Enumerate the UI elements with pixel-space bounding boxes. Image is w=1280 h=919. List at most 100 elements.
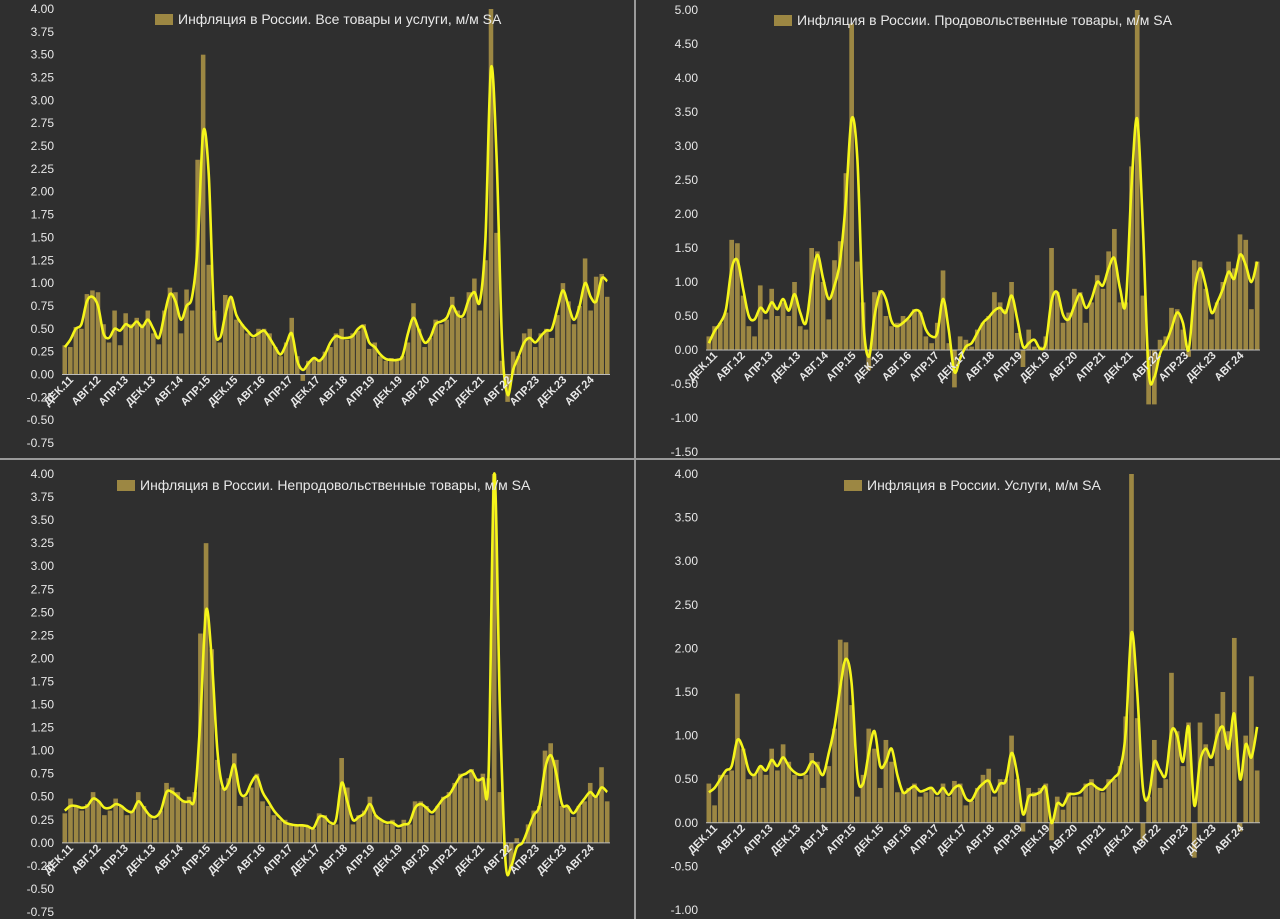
bar <box>427 337 433 375</box>
bar <box>775 316 780 350</box>
y-tick-label: 3.00 <box>31 93 55 107</box>
chart-svg-services: 4.00 3.50 3.00 2.50 2.00 1.50 1.00 0.50 0.00 -0.5… <box>671 467 1260 917</box>
bar <box>477 310 483 375</box>
bar <box>106 342 112 375</box>
bar <box>152 819 158 843</box>
y-tick-label: -0.75 <box>27 436 55 450</box>
bar <box>1094 787 1100 823</box>
bar <box>231 753 237 843</box>
bar <box>997 302 1003 350</box>
bar <box>438 324 444 375</box>
bar <box>815 251 820 350</box>
bar <box>974 787 980 823</box>
y-tick-label: 0.00 <box>31 367 55 381</box>
bar <box>1243 239 1249 350</box>
bar <box>934 796 940 823</box>
bar <box>969 346 974 350</box>
bar <box>587 782 593 843</box>
bar <box>84 294 90 375</box>
y-tick-label: 2.25 <box>31 162 55 176</box>
y-tick-label: 0.25 <box>31 813 55 827</box>
bar <box>378 356 383 375</box>
bar <box>1209 319 1214 350</box>
bar <box>940 270 946 350</box>
bar <box>820 282 826 350</box>
bar <box>305 826 311 843</box>
bar <box>549 337 555 375</box>
bar <box>872 748 877 823</box>
bar <box>139 324 145 375</box>
bar <box>1174 309 1180 350</box>
bar <box>167 287 173 375</box>
bar <box>206 264 211 375</box>
bar <box>510 351 516 375</box>
y-tick-label: 4.50 <box>675 37 699 51</box>
bar <box>151 333 156 375</box>
y-tick-label: 2.00 <box>31 185 55 199</box>
y-tick-label: 3.75 <box>31 490 55 504</box>
bar <box>929 787 934 823</box>
bar <box>68 347 73 375</box>
y-tick-label: 1.50 <box>31 698 55 712</box>
x-tick-label: АВГ.24 <box>563 373 598 408</box>
y-tick-label: 0.00 <box>675 816 699 830</box>
bar <box>1123 716 1129 823</box>
bar <box>769 748 775 823</box>
y-tick-label: 2.50 <box>31 139 55 153</box>
bar <box>1243 735 1249 823</box>
bar <box>299 824 305 843</box>
bar <box>422 347 427 375</box>
bar <box>226 778 231 843</box>
bar <box>96 801 102 843</box>
chart-2: 4.00 3.75 3.50 3.25 3.00 2.75 2.50 2.25 2.00 1.75… <box>27 467 610 919</box>
bar <box>555 315 560 375</box>
trend-line <box>707 115 1259 386</box>
bar <box>906 319 912 350</box>
bar <box>849 705 854 823</box>
bar <box>1129 474 1134 823</box>
bar <box>974 329 980 350</box>
bar <box>175 792 181 843</box>
bar <box>729 239 735 350</box>
bar <box>1203 288 1209 350</box>
y-tick-label: 3.25 <box>31 71 55 85</box>
bar <box>877 787 883 823</box>
y-tick-label: -0.50 <box>27 882 55 896</box>
bar <box>986 768 992 823</box>
bar <box>752 774 757 823</box>
bar <box>1197 261 1203 350</box>
x-tick-label: АВГ.24 <box>1212 349 1247 384</box>
bar <box>405 342 411 375</box>
bar <box>113 798 118 843</box>
bar <box>521 333 527 375</box>
bar <box>373 815 378 843</box>
bar <box>997 779 1003 823</box>
bar <box>992 292 997 350</box>
bar <box>969 801 974 823</box>
bar <box>1134 10 1140 350</box>
bar <box>277 819 282 843</box>
bar <box>1254 770 1260 823</box>
bar <box>119 805 124 843</box>
bar <box>178 333 184 375</box>
y-tick-label: 0.00 <box>31 836 55 850</box>
bar <box>444 319 449 375</box>
bar <box>228 296 234 375</box>
bar <box>952 780 957 823</box>
bar <box>706 783 712 823</box>
bar <box>723 312 729 350</box>
bar <box>254 773 260 843</box>
bar <box>101 324 106 375</box>
y-tick-label: 1.50 <box>31 230 55 244</box>
bar <box>234 319 239 375</box>
bar <box>211 310 217 375</box>
bar <box>282 819 288 843</box>
chart-1: 5.00 4.50 4.00 3.50 3.00 2.50 2.00 1.50 1.00 0.50… <box>671 3 1260 458</box>
bar <box>300 374 306 381</box>
bar <box>306 360 311 375</box>
bar <box>472 278 477 375</box>
bar <box>209 649 215 843</box>
legend-swatch <box>844 480 862 491</box>
bar <box>576 805 582 843</box>
